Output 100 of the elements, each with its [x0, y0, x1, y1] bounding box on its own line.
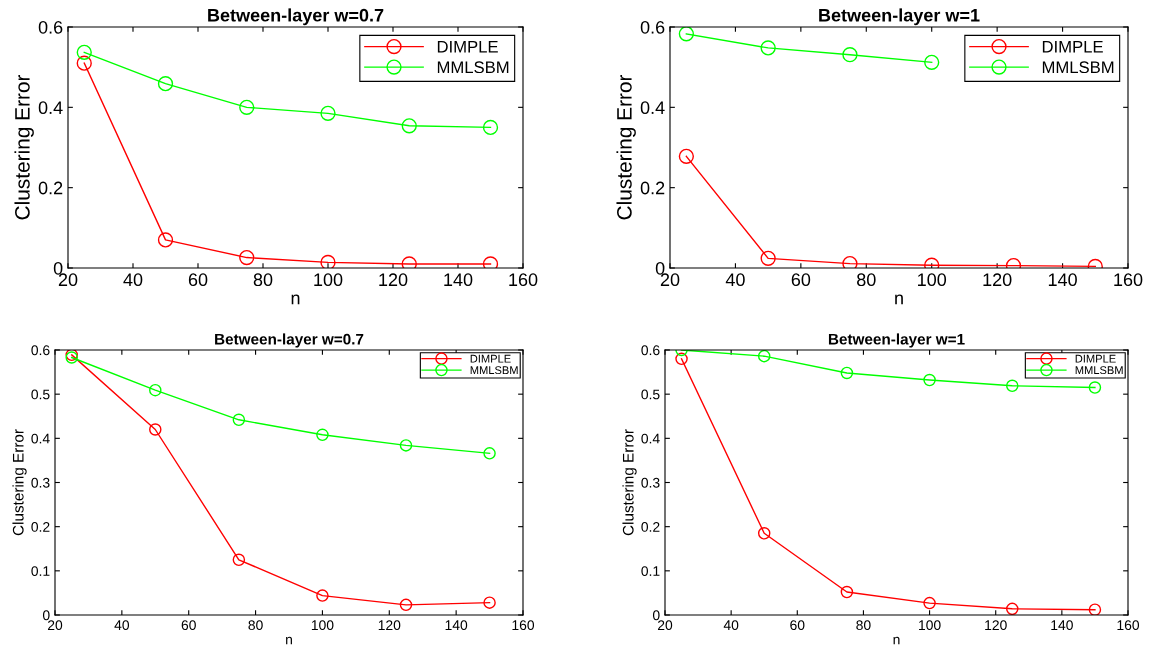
x-tick-label: 100 [919, 620, 941, 631]
point [157, 75, 174, 92]
point [76, 44, 92, 60]
y-tick-label: 0 [53, 261, 63, 275]
x-tick-label: 100 [314, 273, 343, 287]
y-tick-label: 0.3 [641, 477, 660, 488]
point [842, 47, 858, 63]
y-tick-label: 0.6 [38, 20, 63, 34]
y-tick-label: 0.1 [31, 566, 50, 576]
y-tick-label: 0.6 [31, 345, 50, 356]
point [840, 366, 854, 380]
point [675, 352, 688, 366]
point [399, 598, 413, 612]
x-tick-label: 20 [660, 273, 680, 287]
y-tick-label: 0 [42, 610, 50, 621]
y-axis-title: Clustering Error [12, 429, 27, 536]
y-tick-label: 0.3 [31, 477, 50, 488]
x-tick-label: 140 [1051, 620, 1073, 631]
x-tick-label: 140 [445, 620, 468, 631]
x-axis-title: n [895, 294, 903, 305]
x-axis-title: n [893, 636, 900, 645]
point [482, 256, 499, 268]
x-tick-label: 40 [725, 273, 745, 287]
point [316, 428, 329, 442]
x-tick-label: 120 [983, 273, 1012, 287]
point [678, 148, 694, 164]
y-axis-title: Clustering Error [616, 74, 636, 220]
y-tick-label: 0 [652, 610, 660, 621]
x-tick-label: 40 [723, 620, 739, 631]
y-tick-label: 0.4 [38, 101, 63, 115]
y-axis-title: Clustering Error [622, 429, 637, 536]
x-tick-label: 120 [378, 620, 401, 631]
y-tick-label: 0 [655, 261, 665, 275]
chart-title: Between-layer w=0.7 [208, 8, 384, 26]
x-tick-label: 80 [253, 273, 273, 287]
point [1005, 602, 1019, 615]
x-tick-label: 160 [512, 620, 535, 631]
legend-label: DIMPLE [437, 40, 498, 53]
point [842, 255, 858, 268]
point [399, 439, 413, 452]
point [239, 99, 255, 115]
point [232, 413, 246, 427]
x-tick-label: 140 [444, 273, 473, 287]
legend-label: DIMPLE [1075, 354, 1116, 363]
x-tick-label: 120 [379, 273, 408, 287]
y-tick-label: 0.2 [640, 181, 665, 195]
point [678, 27, 694, 42]
y-tick-label: 0.6 [641, 345, 660, 356]
x-tick-label: 60 [181, 620, 196, 631]
y-tick-label: 0.2 [38, 181, 63, 195]
x-tick-label: 20 [657, 620, 673, 631]
x-tick-label: 20 [47, 620, 63, 631]
y-tick-label: 0.4 [641, 433, 660, 444]
point [1005, 379, 1019, 393]
chart-title: Between-layer w=1 [828, 333, 965, 348]
point [239, 249, 255, 266]
point [401, 256, 417, 268]
y-axis-title: Clustering Error [14, 74, 34, 220]
point [757, 350, 771, 363]
legend-label: DIMPLE [470, 354, 511, 363]
x-tick-label: 160 [1117, 620, 1140, 631]
x-tick-label: 80 [857, 273, 876, 287]
point [760, 40, 776, 56]
y-tick-label: 0.4 [31, 433, 50, 444]
point [923, 373, 936, 387]
legend-label: MMLSBM [437, 61, 509, 74]
legend-label: MMLSBM [1042, 61, 1114, 74]
x-tick-label: 120 [985, 620, 1007, 631]
legend-label: DIMPLE [1042, 40, 1103, 53]
y-tick-label: 0.5 [31, 389, 50, 400]
point [923, 596, 936, 610]
x-tick-label: 100 [311, 620, 334, 631]
point [320, 105, 336, 121]
x-tick-label: 100 [918, 273, 947, 287]
chart-title: Between-layer w=1 [819, 8, 980, 26]
point [924, 54, 940, 70]
y-tick-label: 0.2 [31, 522, 50, 532]
x-tick-label: 20 [58, 273, 78, 287]
point [840, 585, 854, 599]
legend-label: MMLSBM [1075, 366, 1123, 375]
chart-title: Between-layer w=0.7 [215, 333, 364, 348]
point [316, 589, 329, 602]
y-tick-label: 0.1 [641, 566, 660, 576]
x-tick-label: 60 [790, 620, 805, 631]
point [483, 447, 496, 460]
y-tick-label: 0.2 [641, 522, 660, 532]
point [157, 232, 174, 248]
x-tick-label: 140 [1048, 273, 1077, 287]
y-tick-label: 0.6 [640, 20, 665, 34]
point [482, 119, 499, 136]
x-tick-label: 60 [188, 273, 208, 287]
point [401, 118, 417, 134]
x-axis-title: n [291, 294, 300, 305]
x-tick-label: 160 [1114, 273, 1143, 287]
x-tick-label: 60 [791, 273, 811, 287]
x-tick-label: 40 [123, 273, 143, 287]
point [232, 553, 246, 567]
x-axis-title: n [286, 636, 292, 645]
point [76, 55, 92, 71]
point [483, 596, 496, 609]
